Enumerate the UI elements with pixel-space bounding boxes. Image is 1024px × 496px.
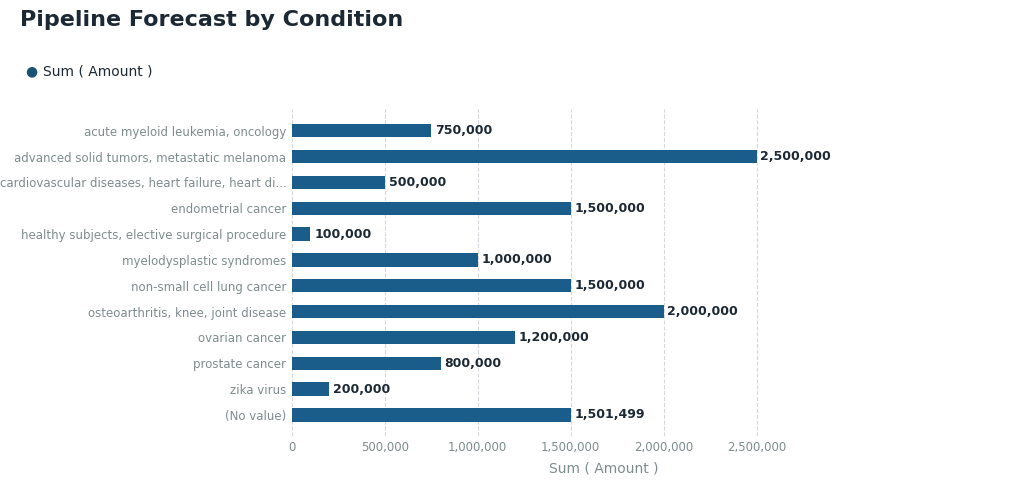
Text: Sum ( Amount ): Sum ( Amount ) [43,64,153,78]
Text: 200,000: 200,000 [333,382,390,395]
Bar [292,227,310,241]
Text: 2,500,000: 2,500,000 [760,150,831,163]
Bar [292,408,571,422]
Bar [292,279,570,293]
Text: 2,000,000: 2,000,000 [668,305,738,318]
Text: 1,000,000: 1,000,000 [481,253,552,266]
Bar [292,331,515,344]
Bar [292,150,757,163]
Bar [292,176,385,189]
Text: 800,000: 800,000 [444,357,502,370]
Text: 1,501,499: 1,501,499 [574,408,645,422]
Text: 750,000: 750,000 [435,124,493,137]
Bar [292,305,664,318]
Text: 1,200,000: 1,200,000 [518,331,590,344]
Text: 1,500,000: 1,500,000 [574,202,645,215]
Text: ●: ● [26,64,38,78]
X-axis label: Sum ( Amount ): Sum ( Amount ) [550,461,658,475]
Text: Pipeline Forecast by Condition: Pipeline Forecast by Condition [20,10,403,30]
Bar [292,253,478,266]
Bar [292,201,570,215]
Text: 500,000: 500,000 [388,176,445,189]
Text: 1,500,000: 1,500,000 [574,279,645,292]
Bar [292,382,329,396]
Bar [292,124,431,137]
Bar [292,357,440,370]
Text: 100,000: 100,000 [314,228,372,241]
